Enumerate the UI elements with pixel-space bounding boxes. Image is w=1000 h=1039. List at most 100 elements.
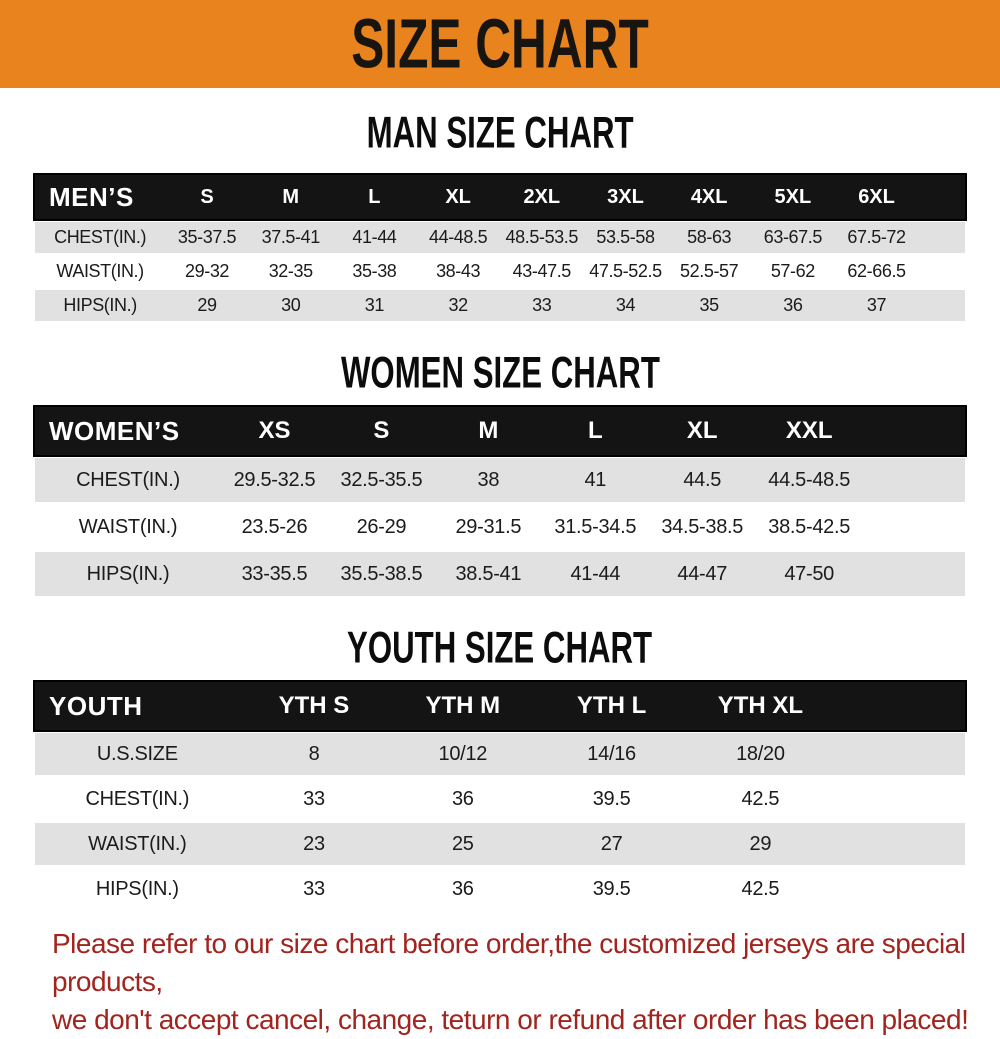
men-section-heading-text: MAN SIZE CHART <box>366 108 634 158</box>
size-value-cell: 31 <box>364 295 385 315</box>
filler-cell <box>835 682 965 730</box>
filler-cell <box>918 256 965 287</box>
row-label: WAIST(IN.) <box>88 832 187 855</box>
size-value-cell: 35 <box>699 295 720 315</box>
men-size-table: MEN’S S M L XL 2XL 3XL 4XL 5XL 6XL CHEST(IN.) 35-37… <box>35 172 965 324</box>
size-value-cell: 33 <box>303 877 325 900</box>
size-value-cell: 32.5-35.5 <box>340 468 423 491</box>
size-value-cell: 30 <box>281 295 301 315</box>
footer-note: Please refer to our size chart before or… <box>52 925 1000 1039</box>
size-column-header: 2XL <box>523 185 561 208</box>
size-value-cell: 31.5-34.5 <box>554 515 637 538</box>
filler-cell <box>863 552 965 596</box>
size-value-cell: 63-67.5 <box>763 227 823 247</box>
size-column-header: XL <box>686 417 718 444</box>
size-value-cell: 41-44 <box>352 227 397 247</box>
size-value-cell: 29.5-32.5 <box>233 468 316 491</box>
table-title-cell: WOMEN’S <box>49 415 180 446</box>
men-size-section: MAN SIZE CHART MEN’S S M L XL 2XL 3XL 4XL 5XL 6XL… <box>0 108 1000 324</box>
size-value-cell: 14/16 <box>587 742 636 765</box>
size-column-header: S <box>200 185 214 208</box>
row-label: WAIST(IN.) <box>78 515 178 538</box>
filler-cell <box>835 778 965 820</box>
table-title-cell: YOUTH <box>49 690 143 721</box>
table-header-row: YOUTH YTH S YTH M YTH L YTH XL <box>35 682 965 730</box>
size-value-cell: 37.5-41 <box>261 227 321 247</box>
table-row: HIPS(IN.) 33 36 39.5 42.5 <box>35 868 965 910</box>
row-label: WAIST(IN.) <box>56 261 144 281</box>
size-value-cell: 38.5-42.5 <box>768 515 851 538</box>
size-value-cell: 38-43 <box>436 261 481 281</box>
youth-section-heading: YOUTH SIZE CHART <box>0 623 1000 672</box>
size-value-cell: 33 <box>303 787 325 810</box>
size-value-cell: 38 <box>477 468 500 491</box>
table-title-cell: MEN’S <box>49 181 134 212</box>
table-row: CHEST(IN.) 29.5-32.5 32.5-35.5 38 41 44.5 44.5… <box>35 458 965 502</box>
size-value-cell: 35-38 <box>352 261 397 281</box>
size-value-cell: 44.5 <box>683 468 722 491</box>
size-value-cell: 35.5-38.5 <box>340 562 423 585</box>
size-column-header: L <box>587 417 603 444</box>
size-value-cell: 32 <box>448 295 468 315</box>
filler-cell <box>835 823 965 865</box>
size-column-header: YTH M <box>425 692 501 719</box>
row-label: CHEST(IN.) <box>76 468 180 491</box>
size-value-cell: 37 <box>866 295 887 315</box>
size-column-header: L <box>368 185 381 208</box>
size-column-header: XL <box>445 185 471 208</box>
size-value-cell: 44-48.5 <box>428 227 488 247</box>
size-value-cell: 36 <box>451 787 474 810</box>
table-header-row: WOMEN’S XS S M L XL XXL <box>35 407 965 455</box>
size-value-cell: 36 <box>783 295 803 315</box>
table-row: CHEST(IN.) 35-37.5 37.5-41 41-44 44-48.5 48.5… <box>35 222 965 253</box>
size-column-header: XXL <box>785 417 833 444</box>
size-value-cell: 41 <box>584 468 607 491</box>
filler-cell <box>835 733 965 775</box>
size-value-cell: 44-47 <box>677 562 728 585</box>
size-value-cell: 32-35 <box>268 261 313 281</box>
size-value-cell: 41-44 <box>570 562 621 585</box>
size-value-cell: 57-62 <box>770 261 815 281</box>
size-value-cell: 36 <box>451 877 474 900</box>
size-value-cell: 23 <box>303 832 325 855</box>
banner: SIZE CHART <box>0 0 1000 88</box>
banner-title: SIZE CHART <box>351 5 649 83</box>
size-value-cell: 39.5 <box>592 787 631 810</box>
size-value-cell: 58-63 <box>687 227 732 247</box>
size-value-cell: 33-35.5 <box>241 562 308 585</box>
size-value-cell: 29-31.5 <box>455 515 522 538</box>
size-value-cell: 34 <box>615 295 636 315</box>
size-value-cell: 33 <box>532 295 552 315</box>
size-column-header: YTH S <box>278 692 350 719</box>
filler-cell <box>918 290 965 321</box>
size-value-cell: 53.5-58 <box>596 227 655 247</box>
size-value-cell: 29 <box>197 295 217 315</box>
row-label: HIPS(IN.) <box>86 562 170 585</box>
row-label: HIPS(IN.) <box>63 295 137 315</box>
row-label: CHEST(IN.) <box>85 787 190 810</box>
size-value-cell: 34.5-38.5 <box>661 515 744 538</box>
size-value-cell: 47-50 <box>784 562 834 585</box>
size-column-header: 4XL <box>690 185 728 208</box>
men-section-heading: MAN SIZE CHART <box>0 108 1000 158</box>
filler-cell <box>835 868 965 910</box>
size-value-cell: 44.5-48.5 <box>768 468 851 491</box>
size-value-cell: 52.5-57 <box>680 261 739 281</box>
size-value-cell: 29-32 <box>185 261 230 281</box>
women-size-section: WOMEN SIZE CHART WOMEN’S XS S M L XL XXL CHEST(… <box>0 348 1000 599</box>
size-value-cell: 47.5-52.5 <box>589 261 662 281</box>
row-label: CHEST(IN.) <box>54 227 147 247</box>
size-value-cell: 38.5-41 <box>455 562 522 585</box>
table-header-row: MEN’S S M L XL 2XL 3XL 4XL 5XL 6XL <box>35 175 965 219</box>
table-row: U.S.SIZE 8 10/12 14/16 18/20 <box>35 733 965 775</box>
size-column-header: 3XL <box>607 185 644 208</box>
filler-cell <box>863 505 965 549</box>
table-row: WAIST(IN.) 29-32 32-35 35-38 38-43 43-47.5 47.… <box>35 256 965 287</box>
size-value-cell: 35-37.5 <box>177 227 237 247</box>
filler-cell <box>918 222 965 253</box>
table-row: WAIST(IN.) 23 25 27 29 <box>35 823 965 865</box>
size-value-cell: 18/20 <box>736 742 785 765</box>
size-value-cell: 29 <box>749 832 772 855</box>
table-row: HIPS(IN.) 33-35.5 35.5-38.5 38.5-41 41-44 44-… <box>35 552 965 596</box>
size-column-header: M <box>282 185 300 208</box>
